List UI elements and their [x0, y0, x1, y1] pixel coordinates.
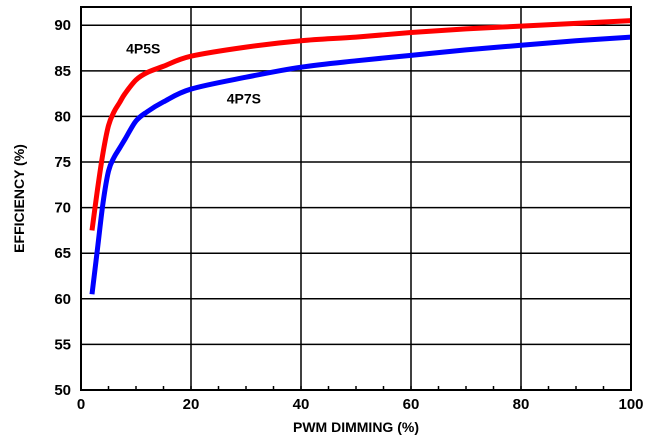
y-tick-label: 80	[54, 108, 71, 125]
y-tick-label: 70	[54, 200, 71, 217]
y-tick-label: 55	[54, 336, 71, 353]
series-layer	[89, 18, 632, 295]
plot-frame	[80, 6, 632, 391]
series-label-4p7s: 4P7S	[227, 91, 261, 107]
series-line-4p7s	[89, 34, 632, 295]
series-line-4p5s	[89, 18, 632, 231]
y-tick-label: 75	[54, 154, 71, 171]
y-axis-title: EFFICIENCY (%)	[11, 144, 27, 253]
x-tick-label: 60	[403, 396, 420, 413]
x-tick-label: 0	[77, 396, 85, 413]
x-tick-label: 80	[513, 396, 530, 413]
grid-lines	[80, 7, 632, 391]
x-tick-labels: 0 20 40 60 80 100	[77, 396, 644, 413]
y-tick-label: 60	[54, 291, 71, 308]
x-tick-label: 100	[618, 396, 643, 413]
x-tick-label: 40	[293, 396, 310, 413]
x-tick-label: 20	[183, 396, 200, 413]
series-label-4p5s: 4P5S	[126, 41, 160, 57]
y-tick-labels: 50 55 60 65 70 75 80 85 90	[54, 17, 71, 399]
y-tick-label: 90	[54, 17, 71, 34]
y-tick-label: 65	[54, 245, 71, 262]
y-tick-label: 85	[54, 63, 71, 80]
x-axis-title: PWM DIMMING (%)	[293, 419, 419, 435]
y-tick-label: 50	[54, 382, 71, 399]
